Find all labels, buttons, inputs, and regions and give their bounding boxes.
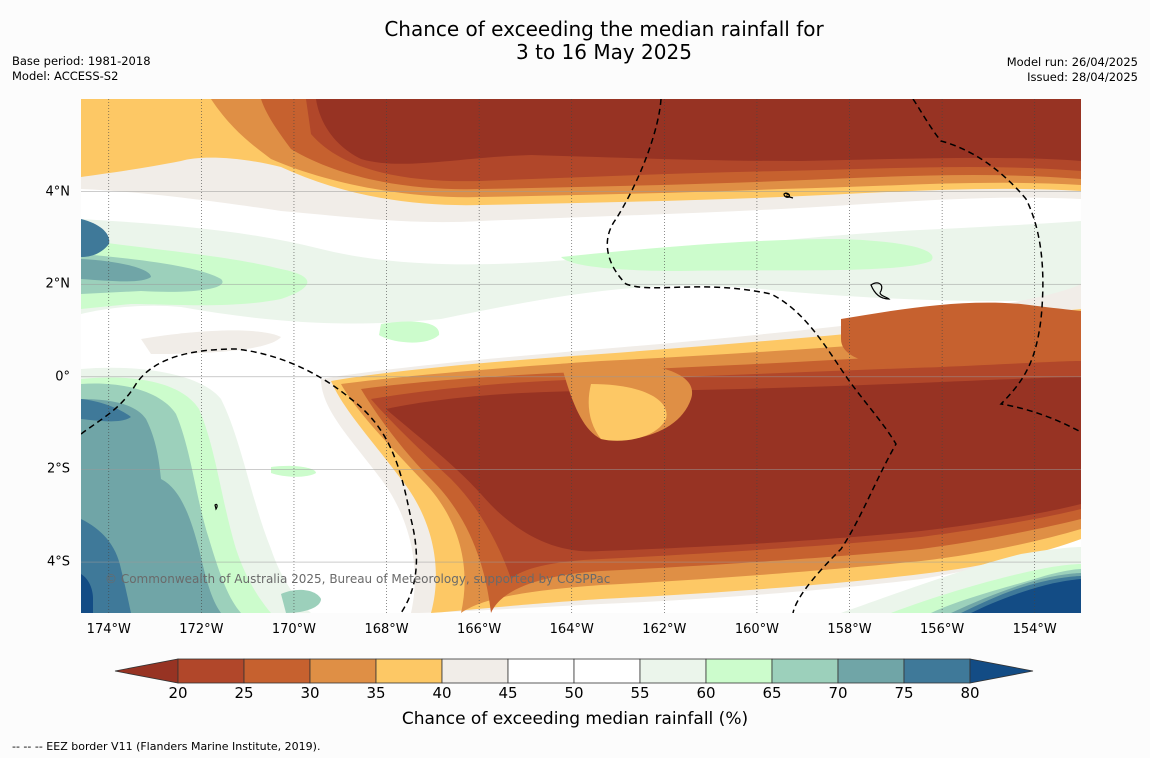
colorbar-swatch (903, 658, 971, 684)
colorbar-swatch (837, 658, 905, 684)
x-tick-label: 156°W (920, 622, 965, 637)
y-tick-label: 2°S (46, 461, 70, 477)
x-tick-label: 174°W (86, 622, 131, 637)
island-kiritimati (870, 282, 891, 300)
gridlines (81, 99, 1081, 613)
colorbar-swatch (771, 658, 839, 684)
x-tick-label: 158°W (827, 622, 872, 637)
se-dry-patch (841, 302, 1081, 368)
copyright-credit: © Commonwealth of Australia 2025, Bureau… (105, 572, 611, 586)
map-title: Chance of exceeding the median rainfall … (0, 18, 1150, 64)
meta-right: Model run: 26/04/2025 Issued: 28/04/2025 (1007, 55, 1138, 85)
colorbar-tick-label: 70 (828, 684, 848, 702)
colorbar-tick-label: 45 (498, 684, 518, 702)
mid-wet-75 (81, 259, 151, 282)
sw-wet-65-small (271, 465, 316, 477)
mid-wet-65-c (379, 321, 440, 343)
eez-border-northeast (912, 99, 1080, 432)
colorbar-swatch (309, 658, 377, 684)
colorbar-tick-label: 80 (960, 684, 980, 702)
colorbar-swatch (375, 658, 443, 684)
sw-wet-80-strip (81, 399, 131, 422)
colorbar-swatch (243, 658, 311, 684)
rainfall-probability-map (81, 99, 1081, 613)
mid-wet-65-b (561, 239, 933, 271)
x-tick-label: 160°W (734, 622, 780, 637)
sw-wet-70-small (281, 589, 321, 613)
eez-border-kiribati-line-north (606, 99, 897, 613)
title-line-1: Chance of exceeding the median rainfall … (384, 17, 824, 41)
x-tick-label: 154°W (1012, 622, 1057, 637)
y-tick-label: 4°N (45, 184, 71, 200)
north-band-20 (316, 99, 1081, 164)
x-tick-label: 166°W (457, 622, 502, 637)
islands (214, 192, 891, 511)
meta-left: Base period: 1981-2018 Model: ACCESS-S2 (12, 54, 151, 84)
central-lightgrey (141, 330, 281, 354)
model-run-text: Model run: 26/04/2025 (1006, 55, 1138, 69)
colorbar-swatch (177, 658, 245, 684)
eez-border-west-arc (81, 348, 418, 613)
model-text: Model: ACCESS-S2 (12, 69, 119, 83)
x-tick-label: 162°W (642, 622, 687, 637)
sw-wet-over-80 (81, 574, 93, 613)
nw-dry-patch (81, 99, 171, 121)
colorbar-tick-label: 35 (366, 684, 386, 702)
colorbar-swatch (639, 658, 707, 684)
x-tick-label: 164°W (549, 622, 594, 637)
issued-text: Issued: 28/04/2025 (1027, 70, 1138, 84)
colorbar-swatch (573, 658, 641, 684)
island-tabuaeran (783, 192, 791, 198)
colorbar-tick-label: 20 (168, 684, 188, 702)
colorbar-swatch (441, 658, 509, 684)
south-dry-20 (386, 377, 1081, 552)
colorbar-tick-label: 30 (300, 684, 320, 702)
sw-wet-80 (81, 519, 131, 613)
mid-wet-80 (81, 219, 110, 257)
dry-tongue-notch-40 (588, 384, 667, 441)
colorbar-tick-label: 55 (630, 684, 650, 702)
x-tick-label: 172°W (179, 622, 224, 637)
colorbar-tick-label: 50 (564, 684, 584, 702)
colorbar-extend-high (969, 658, 1034, 684)
eez-footnote: -- -- -- EEZ border V11 (Flanders Marine… (12, 740, 321, 753)
colorbar (114, 658, 1036, 688)
base-period-text: Base period: 1981-2018 (12, 54, 151, 68)
map-canvas (81, 99, 1081, 613)
island-jarvis (214, 503, 218, 511)
colorbar-tick-label: 75 (894, 684, 914, 702)
colorbar-swatch (507, 658, 575, 684)
eez-borders (81, 99, 1080, 613)
x-tick-label: 170°W (271, 622, 317, 637)
colorbar-tick-label: 25 (234, 684, 254, 702)
colorbar-tick-label: 65 (762, 684, 782, 702)
colorbar-title: Chance of exceeding median rainfall (%) (401, 709, 749, 729)
colorbar-swatches (114, 658, 1034, 684)
colorbar-tick-label: 60 (696, 684, 716, 702)
colorbar-swatch (705, 658, 773, 684)
colorbar-extend-low (114, 658, 179, 684)
colorbar-tick-label: 40 (432, 684, 452, 702)
y-tick-label: 0° (55, 369, 70, 385)
se-wet-over-80 (971, 579, 1081, 613)
x-tick-label: 168°W (364, 622, 409, 637)
title-line-2: 3 to 16 May 2025 (516, 40, 692, 64)
y-tick-label: 2°N (45, 276, 71, 292)
y-tick-label: 4°S (46, 554, 70, 570)
